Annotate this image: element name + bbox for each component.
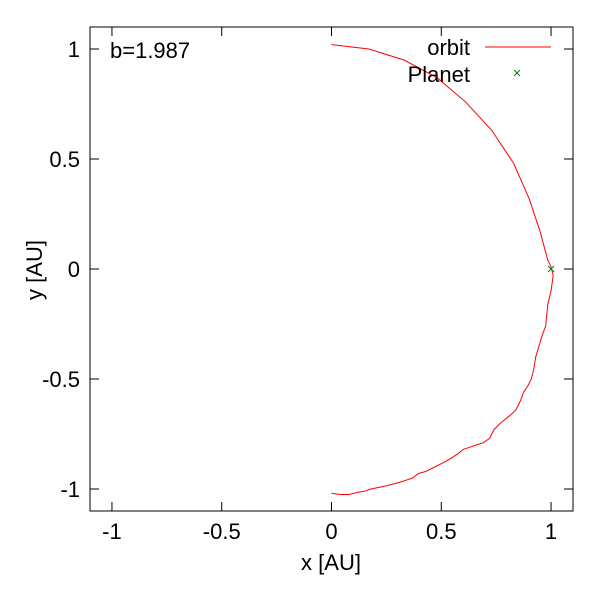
b-annotation: b=1.987 <box>110 38 190 63</box>
x-axis-label: x [AU] <box>301 550 361 575</box>
series-line-orbit <box>331 44 554 495</box>
x-tick-label: 0.5 <box>426 519 457 544</box>
y-tick-label: -0.5 <box>42 367 80 392</box>
y-tick-label: 0 <box>68 257 80 282</box>
x-tick-labels: -1 -0.5 0 0.5 1 <box>102 519 557 544</box>
planet-point <box>547 265 555 273</box>
legend-swatch-planet <box>513 69 521 77</box>
y-tick-label: 1 <box>68 37 80 62</box>
x-tick-label: 0 <box>325 519 337 544</box>
x-tick-label: -1 <box>102 519 122 544</box>
ticks <box>90 27 573 511</box>
legend-marker-x <box>513 69 521 77</box>
y-tick-label: 0.5 <box>49 147 80 172</box>
x-tick-label: -0.5 <box>203 519 241 544</box>
legend-label-planet: Planet <box>408 62 470 87</box>
plot-area <box>331 44 555 495</box>
plot-frame <box>89 26 574 512</box>
y-axis-label: y [AU] <box>22 240 47 300</box>
x-tick-label: 1 <box>545 519 557 544</box>
legend: orbit Planet <box>408 35 551 87</box>
y-tick-labels: -1 -0.5 0 0.5 1 <box>42 37 80 502</box>
legend-label-orbit: orbit <box>427 35 470 60</box>
y-tick-label: -1 <box>60 477 80 502</box>
